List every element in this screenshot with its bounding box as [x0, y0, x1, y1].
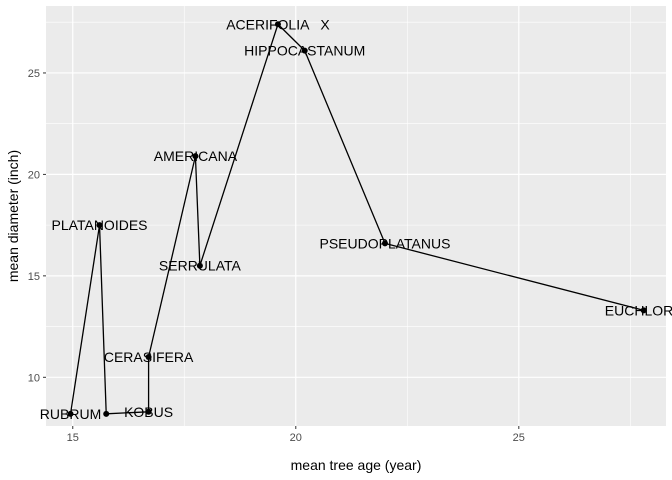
y-tick-label: 20: [28, 169, 40, 181]
data-point: [640, 307, 647, 314]
data-point-label: KOBUS: [124, 404, 173, 420]
y-axis-ticks: 10 15 20 25: [28, 68, 46, 384]
data-point: [301, 47, 308, 54]
data-points-layer: [67, 21, 647, 417]
x-axis-title: mean tree age (year): [291, 457, 422, 473]
data-point: [96, 222, 103, 229]
minor-gridlines: [46, 6, 666, 426]
y-tick-label: 10: [28, 372, 40, 384]
x-tick-label: 20: [290, 432, 302, 444]
y-axis-title: mean diameter (inch): [5, 150, 21, 282]
x-axis-ticks: 15 20 25: [67, 426, 525, 444]
y-tick-label: 15: [28, 271, 40, 283]
data-point: [145, 354, 152, 361]
data-labels-layer: RUBRUM PLATANOIDES KOBUS CERASIFERA AMERICAN…: [40, 16, 672, 422]
data-point-label: ACERIFOLIA X: [226, 16, 330, 32]
y-tick-label: 25: [28, 68, 40, 80]
data-point: [192, 153, 199, 160]
data-point: [274, 21, 281, 28]
data-point-label: EUCHLORA: [605, 302, 672, 318]
data-point: [145, 408, 152, 415]
major-gridlines: [46, 6, 666, 426]
x-tick-label: 25: [513, 432, 525, 444]
data-point-label: CERASIFERA: [104, 349, 194, 365]
data-point: [381, 240, 388, 247]
x-tick-label: 15: [67, 432, 79, 444]
data-point-label: HIPPOCASTANUM: [244, 43, 365, 59]
data-point-label: PLATANOIDES: [52, 217, 148, 233]
data-point: [196, 262, 203, 269]
data-point: [103, 410, 110, 417]
data-point: [67, 410, 74, 417]
data-point-label: AMERICANA: [154, 148, 238, 164]
data-point-label: RUBRUM: [40, 406, 101, 422]
data-point-label: SERRULATA: [159, 258, 242, 274]
data-point-label: PSEUDOPLATANUS: [320, 235, 451, 251]
